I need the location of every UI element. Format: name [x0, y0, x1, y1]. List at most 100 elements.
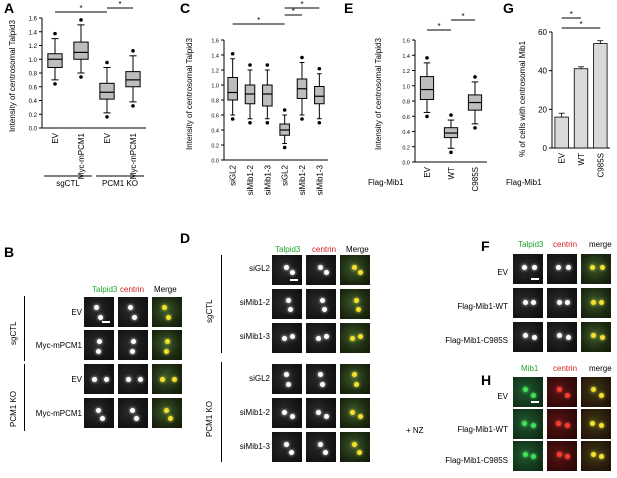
box-outlier — [265, 120, 270, 125]
box-iqr — [125, 71, 141, 88]
centrosome-signal — [556, 265, 561, 270]
micrograph-tile — [340, 289, 370, 319]
h-row-label-1: EV — [497, 392, 508, 401]
h-row-label-3: Flag-Mib1-C985S — [445, 456, 508, 465]
micrograph-tile — [84, 398, 114, 428]
y-tick-label: 0.2 — [29, 113, 38, 119]
box-outlier — [449, 113, 453, 117]
centrosome-signal — [591, 452, 596, 457]
b-group-bracket-2 — [24, 364, 25, 431]
y-tick-label: 60 — [538, 28, 547, 37]
centrosome-signal — [352, 372, 357, 377]
panel-e-rowlabel: Flag-Mib1 — [368, 178, 404, 187]
centrosome-signal — [96, 349, 101, 354]
y-tick-label: 1.4 — [29, 30, 38, 36]
micrograph-tile — [547, 254, 577, 284]
centrosome-signal — [557, 300, 562, 305]
centrosome-signal — [354, 298, 359, 303]
centrosome-signal — [591, 333, 596, 338]
panel-g-letter: G — [503, 0, 514, 16]
micrograph-tile — [306, 398, 336, 428]
micrograph-tile — [513, 377, 543, 407]
centrosome-signal — [352, 442, 357, 447]
panel-a-ylabel: Intensity of centrosomal Talpid3 — [8, 20, 17, 132]
centrosome-signal — [290, 270, 295, 275]
centrosome-signal — [358, 270, 363, 275]
centrosome-signal — [599, 423, 604, 428]
centrosome-signal — [164, 349, 169, 354]
micrograph-tile — [306, 289, 336, 319]
centrosome-signal — [352, 265, 357, 270]
centrosome-signal — [284, 372, 289, 377]
box-outlier — [248, 120, 252, 125]
centrosome-signal — [323, 450, 328, 455]
centrosome-signal — [168, 416, 173, 421]
centrosome-signal — [166, 315, 171, 320]
y-tick-label: 1.0 — [402, 84, 410, 90]
micrograph-tile — [118, 364, 148, 394]
micrograph-tile — [547, 288, 577, 318]
b-row-label-1: EV — [71, 308, 82, 317]
x-tick-label: EV — [558, 152, 567, 163]
panel-d-letter: D — [180, 230, 191, 246]
micrograph-tile — [84, 364, 114, 394]
micrograph-tile — [581, 254, 611, 284]
bar — [573, 68, 589, 149]
significance-star: * — [300, 0, 303, 9]
centrosome-signal — [160, 377, 165, 382]
x-tick-label: Myc-mPCM1 — [129, 132, 138, 179]
y-tick-label: 0.0 — [29, 127, 38, 133]
micrograph-tile — [152, 364, 182, 394]
centrosome-signal — [290, 414, 295, 419]
y-tick-label: 0.6 — [402, 115, 410, 121]
x-tick-label: WT — [447, 167, 456, 180]
centrosome-signal — [316, 410, 321, 415]
d-row-label-6: siMib1-3 — [239, 442, 270, 451]
x-tick-label: EV — [103, 132, 112, 143]
micrograph-tile — [118, 398, 148, 428]
centrosome-signal — [92, 377, 97, 382]
micrograph-tile — [306, 255, 336, 285]
chart-e: 0.0 0.2 0.4 0.6 0.8 1.0 1.2 1.4 1.6 EV WT C985S * * — [402, 12, 487, 191]
box-iqr — [47, 53, 63, 68]
f-row-label-1: EV — [497, 268, 508, 277]
significance-star: * — [579, 20, 582, 29]
micrograph-tile — [513, 254, 543, 284]
y-tick-label: 1.6 — [29, 17, 38, 23]
y-tick-label: 1.4 — [402, 54, 410, 60]
centrosome-signal — [523, 452, 528, 457]
y-tick-label: 0.4 — [402, 130, 410, 136]
centrosome-signal — [134, 416, 139, 421]
x-tick-label: siMib1-2 — [298, 164, 307, 195]
f-header-talpid3: Talpid3 — [518, 240, 544, 249]
box-outlier — [79, 18, 83, 22]
micrograph-tile — [513, 409, 543, 439]
centrosome-signal — [565, 300, 570, 305]
y-tick-label: 0.4 — [29, 99, 38, 105]
x-tick-label: siMib1-2 — [246, 164, 255, 195]
h-treatment-label: + NZ — [406, 426, 424, 435]
centrosome-signal — [284, 265, 289, 270]
centrosome-signal — [531, 300, 536, 305]
box-iqr — [227, 77, 238, 101]
centrosome-signal — [318, 265, 323, 270]
y-tick-label: 0.2 — [402, 145, 410, 151]
b-header-talpid3: Talpid3 — [92, 285, 118, 294]
box-outlier — [473, 75, 477, 79]
centrosome-signal — [522, 421, 527, 426]
y-tick-label: 20 — [538, 105, 547, 114]
scale-bar — [531, 401, 539, 403]
box-iqr — [262, 84, 273, 107]
b-row-label-2: Myc-mPCM1 — [35, 341, 82, 350]
centrosome-signal — [358, 334, 363, 339]
significance-star: * — [461, 12, 464, 21]
y-tick-label: 1.2 — [402, 69, 410, 75]
centrosome-signal — [356, 307, 361, 312]
centrosome-signal — [565, 423, 570, 428]
centrosome-signal — [162, 305, 167, 310]
b-row-label-3: EV — [71, 375, 82, 384]
micrograph-tile — [272, 323, 302, 353]
box-outlier — [282, 108, 287, 112]
box-outlier — [131, 49, 135, 53]
chart-g: 0 20 40 60 EV WT C985S * * — [538, 10, 610, 177]
